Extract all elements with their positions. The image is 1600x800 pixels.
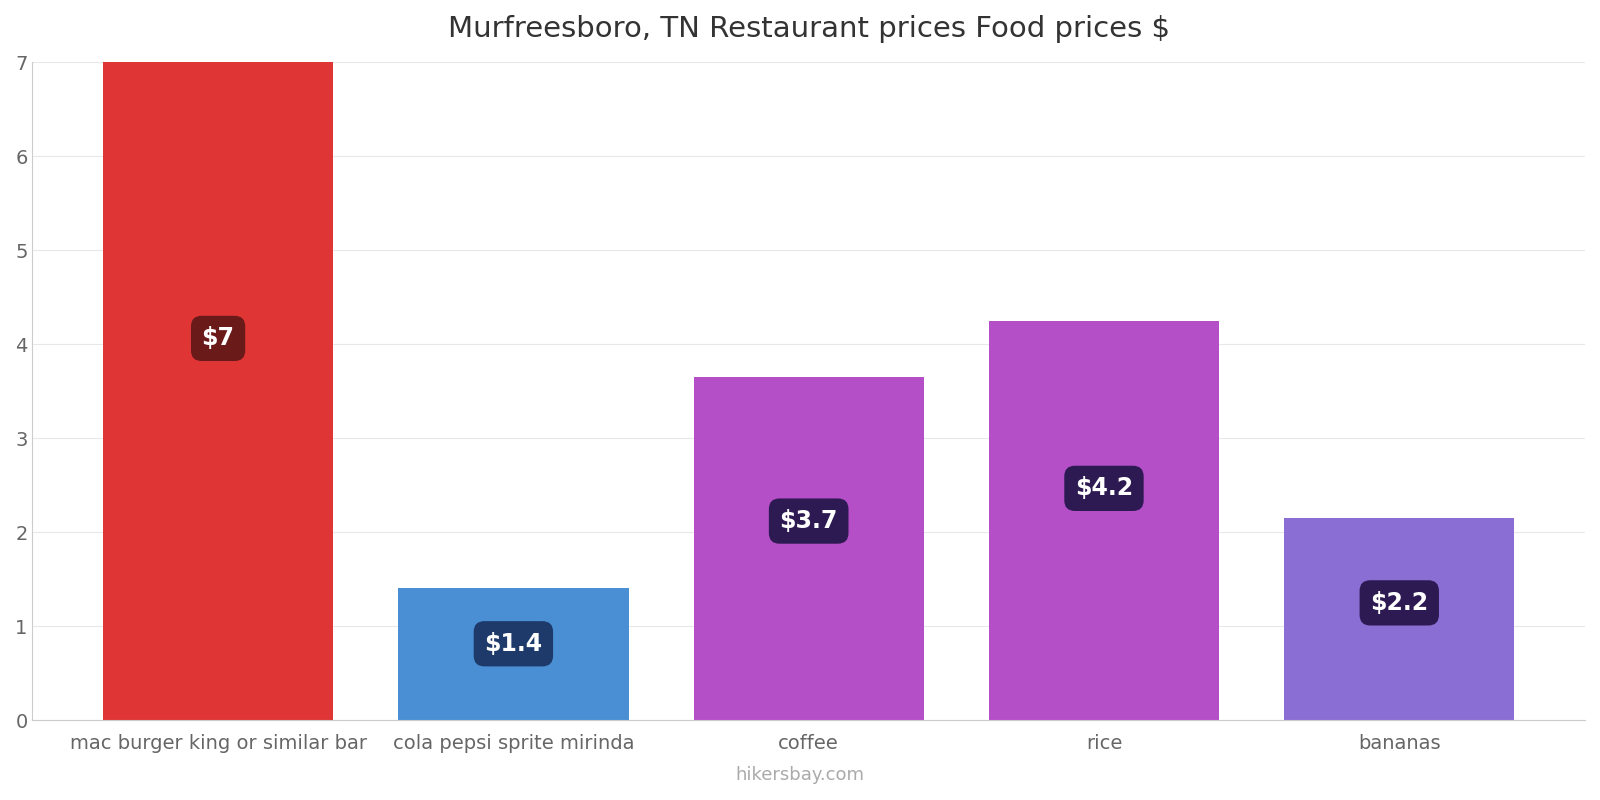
Title: Murfreesboro, TN Restaurant prices Food prices $: Murfreesboro, TN Restaurant prices Food … <box>448 15 1170 43</box>
Text: $3.7: $3.7 <box>779 509 838 533</box>
Text: $7: $7 <box>202 326 235 350</box>
Bar <box>1285 518 1515 720</box>
Text: hikersbay.com: hikersbay.com <box>736 766 864 784</box>
Bar <box>102 62 333 720</box>
Bar <box>693 377 923 720</box>
Text: $4.2: $4.2 <box>1075 476 1133 500</box>
Bar <box>398 589 629 720</box>
Text: $2.2: $2.2 <box>1370 591 1429 615</box>
Bar <box>989 321 1219 720</box>
Text: $1.4: $1.4 <box>485 632 542 656</box>
